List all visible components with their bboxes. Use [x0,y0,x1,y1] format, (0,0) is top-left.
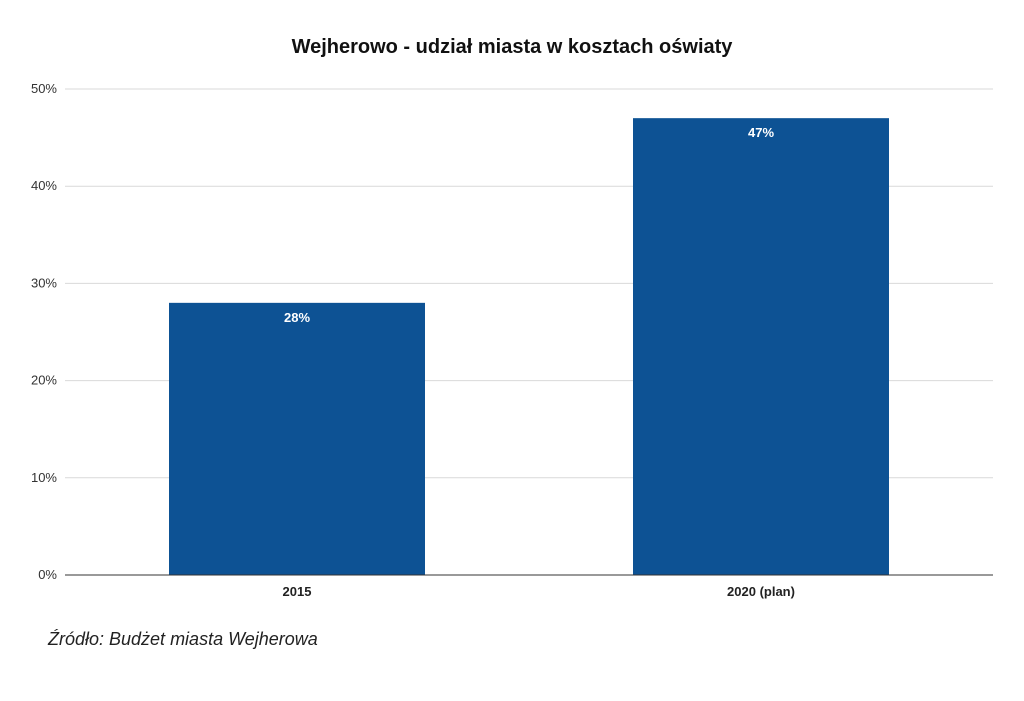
y-tick-label: 40% [31,178,57,193]
source-note: Źródło: Budżet miasta Wejherowa [48,629,318,649]
y-tick-label: 20% [31,373,57,388]
y-tick-label: 30% [31,275,57,290]
axes: 0% 10% 20% 30% 40% 50% 2015 2020 (plan) [31,81,993,599]
bar-chart: Wejherowo - udział miasta w kosztach ośw… [31,36,993,599]
data-label: 47% [748,125,774,140]
y-tick-label: 0% [38,567,57,582]
y-tick-label: 10% [31,470,57,485]
bars: 28% 47% [169,118,889,575]
x-tick-label: 2015 [283,584,312,599]
data-label: 28% [284,310,310,325]
x-tick-label: 2020 (plan) [727,584,795,599]
y-tick-label: 50% [31,81,57,96]
chart-title: Wejherowo - udział miasta w kosztach ośw… [292,36,734,58]
bar [169,302,425,575]
bar [633,118,889,575]
